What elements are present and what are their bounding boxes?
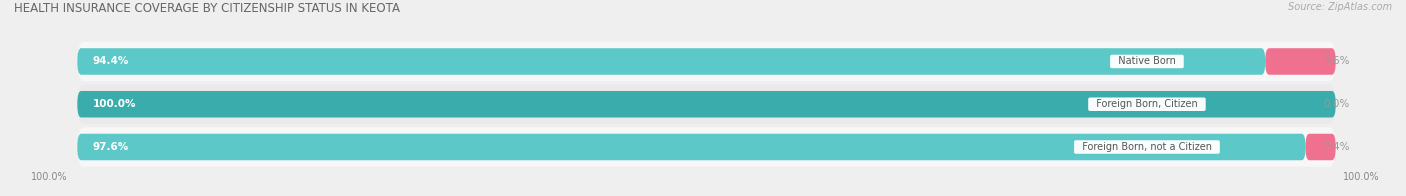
FancyBboxPatch shape: [77, 42, 1336, 81]
FancyBboxPatch shape: [77, 91, 1336, 117]
Text: 0.0%: 0.0%: [1323, 99, 1350, 109]
Text: Native Born: Native Born: [1112, 56, 1182, 66]
Text: Foreign Born, not a Citizen: Foreign Born, not a Citizen: [1076, 142, 1218, 152]
Text: 97.6%: 97.6%: [93, 142, 129, 152]
Text: Foreign Born, Citizen: Foreign Born, Citizen: [1090, 99, 1204, 109]
Text: 100.0%: 100.0%: [31, 172, 67, 182]
Text: Source: ZipAtlas.com: Source: ZipAtlas.com: [1288, 2, 1392, 12]
Text: 94.4%: 94.4%: [93, 56, 129, 66]
Text: 2.4%: 2.4%: [1323, 142, 1350, 152]
FancyBboxPatch shape: [1265, 48, 1336, 75]
Text: 100.0%: 100.0%: [1343, 172, 1379, 182]
FancyBboxPatch shape: [77, 84, 1336, 124]
Text: HEALTH INSURANCE COVERAGE BY CITIZENSHIP STATUS IN KEOTA: HEALTH INSURANCE COVERAGE BY CITIZENSHIP…: [14, 2, 401, 15]
FancyBboxPatch shape: [77, 48, 1265, 75]
Text: 5.6%: 5.6%: [1323, 56, 1350, 66]
Text: 100.0%: 100.0%: [93, 99, 136, 109]
FancyBboxPatch shape: [77, 134, 1306, 160]
FancyBboxPatch shape: [1306, 134, 1336, 160]
FancyBboxPatch shape: [77, 127, 1336, 167]
